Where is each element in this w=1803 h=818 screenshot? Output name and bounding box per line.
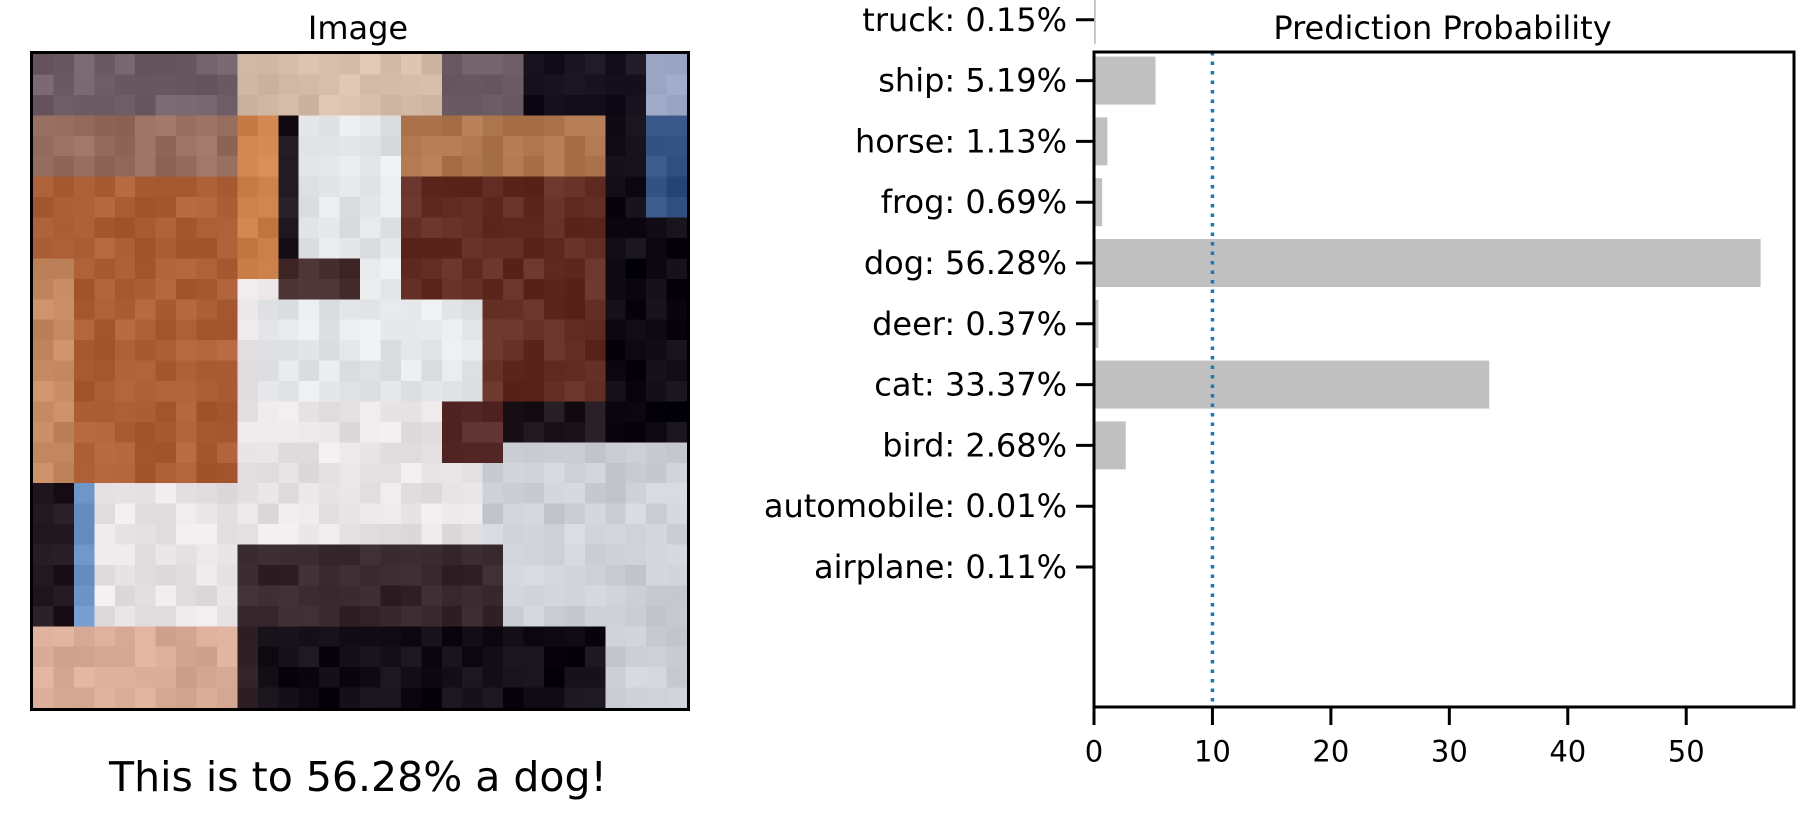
- plot-frame: [1092, 50, 1796, 709]
- category-label-horse: horse: 1.13%: [855, 122, 1067, 160]
- category-label-dog: dog: 56.28%: [864, 244, 1067, 282]
- prediction-probability-chart: airplane: 0.11% automobile: 0.01% bird: 2.…: [764, 0, 1796, 769]
- bar-ship: [1094, 56, 1156, 105]
- category-label-automobile: automobile: 0.01%: [764, 487, 1067, 525]
- x-tick-label: 30: [1431, 735, 1468, 769]
- category-label-ship: ship: 5.19%: [878, 62, 1067, 100]
- input-image-frame: [30, 51, 690, 711]
- prediction-caption: This is to 56.28% a dog!: [109, 753, 607, 801]
- x-tick-label: 50: [1668, 735, 1705, 769]
- category-label-cat: cat: 33.37%: [874, 366, 1067, 404]
- bar-truck: [1094, 0, 1096, 44]
- category-label-deer: deer: 0.37%: [872, 305, 1067, 343]
- x-tick-label: 10: [1194, 735, 1231, 769]
- bars-layer: [1094, 0, 1761, 591]
- bar-deer: [1094, 299, 1099, 348]
- bar-frog: [1094, 178, 1103, 227]
- category-label-airplane: airplane: 0.11%: [814, 548, 1067, 586]
- category-label-bird: bird: 2.68%: [882, 426, 1067, 464]
- bar-cat: [1094, 360, 1490, 409]
- x-tick-label: 20: [1312, 735, 1349, 769]
- chart-title: Prediction Probability: [1273, 9, 1612, 47]
- bar-horse: [1094, 117, 1108, 166]
- category-label-frog: frog: 0.69%: [881, 183, 1067, 221]
- bar-bird: [1094, 421, 1126, 470]
- dog-photo-pixelated: [33, 54, 687, 708]
- x-tick-label: 0: [1085, 735, 1103, 769]
- category-labels-layer: airplane: 0.11% automobile: 0.01% bird: 2.…: [764, 1, 1067, 586]
- x-ticks-layer: 0 10 20 30 40 50: [1085, 707, 1705, 769]
- bar-dog: [1094, 239, 1761, 287]
- axes-layer: [1076, 18, 1796, 709]
- category-label-truck: truck: 0.15%: [862, 1, 1067, 39]
- x-tick-label: 40: [1549, 735, 1586, 769]
- image-panel-title: Image: [307, 9, 409, 47]
